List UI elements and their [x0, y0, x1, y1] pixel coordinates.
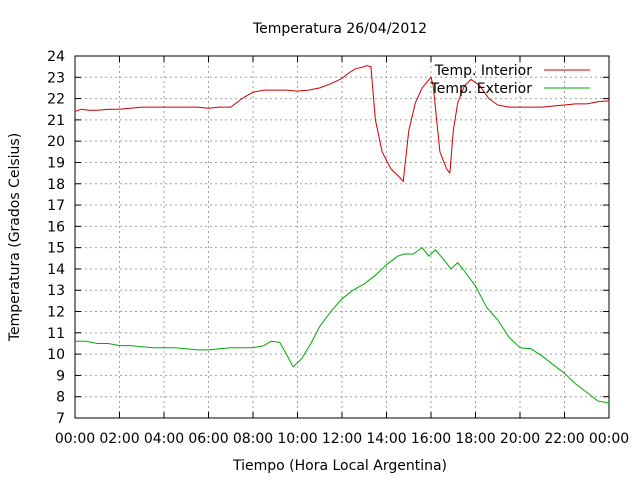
x-axis-label: Tiempo (Hora Local Argentina): [232, 458, 447, 474]
x-tick-label: 00:00: [55, 431, 95, 447]
series-lines: [74, 65, 610, 404]
y-tick-label: 15: [47, 241, 65, 257]
y-tick-label: 22: [47, 92, 65, 108]
series-line-1: [74, 65, 610, 183]
x-tick-label: 22:00: [544, 431, 584, 447]
y-tick-label: 20: [47, 134, 65, 150]
x-tick-label: 00:00: [589, 431, 629, 447]
y-tick-label: 7: [56, 411, 65, 427]
chart-title: Temperatura 26/04/2012: [252, 21, 427, 37]
x-tick-label: 16:00: [411, 431, 451, 447]
legend-label: Temp. Interior: [434, 63, 533, 79]
grid-lines: [75, 56, 609, 418]
x-tick-label: 02:00: [99, 431, 139, 447]
y-tick-label: 9: [56, 368, 65, 384]
x-tick-label: 10:00: [277, 431, 317, 447]
y-tick-label: 12: [47, 305, 65, 321]
y-tick-label: 23: [47, 70, 65, 86]
x-tick-label: 20:00: [500, 431, 540, 447]
x-tick-label: 18:00: [455, 431, 495, 447]
x-tick-label: 06:00: [188, 431, 228, 447]
x-tick-label: 12:00: [322, 431, 362, 447]
y-tick-label: 18: [47, 177, 65, 193]
y-tick-label: 21: [47, 113, 65, 129]
y-tick-label: 16: [47, 219, 65, 235]
y-tick-label: 10: [47, 347, 65, 363]
y-tick-label: 8: [56, 390, 65, 406]
y-tick-label: 17: [47, 198, 65, 214]
y-axis-label: Temperatura (Grados Celsius): [7, 133, 23, 342]
series-line-2: [75, 247, 610, 404]
legend: Temp. Interior Temp. Exterior: [430, 63, 590, 97]
y-axis: 7 8 9 10 11 12 13 14 15 16 17 18 19 20 21 22 23 24: [47, 49, 609, 427]
y-tick-label: 13: [47, 283, 65, 299]
y-tick-label: 24: [47, 49, 65, 65]
x-tick-label: 14:00: [366, 431, 406, 447]
x-tick-label: 08:00: [233, 431, 273, 447]
legend-label: Temp. Exterior: [430, 81, 533, 97]
y-tick-label: 19: [47, 155, 65, 171]
y-tick-label: 14: [47, 262, 65, 278]
x-axis: 00:00 02:00 04:00 06:00 08:00 10:00 12:00 14:00…: [55, 56, 629, 447]
x-tick-label: 04:00: [144, 431, 184, 447]
y-tick-label: 11: [47, 326, 65, 342]
